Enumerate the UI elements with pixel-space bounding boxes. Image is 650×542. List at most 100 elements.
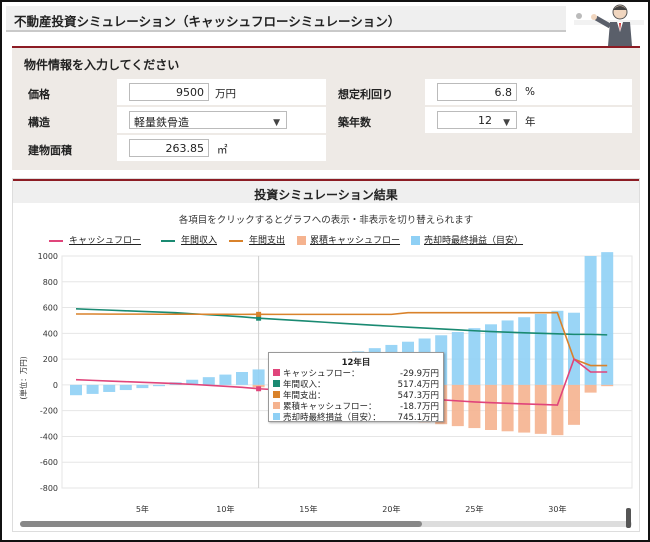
- legend-item-cumulative[interactable]: 累積キャッシュフロー: [297, 233, 400, 246]
- results-heading: 投資シミュレーション結果: [254, 188, 398, 202]
- yield-input[interactable]: 6.8: [437, 83, 517, 101]
- y-tick-label: -200: [40, 407, 58, 416]
- tooltip-row: 年間収入： 517.4万円: [273, 378, 439, 390]
- highlight-point: [256, 386, 262, 392]
- bar: [86, 384, 99, 394]
- bar: [136, 384, 149, 389]
- bar: [534, 314, 547, 385]
- chart-tooltip: 12年目 キャッシュフロー： -29.9万円 年間収入： 517.4万円 年間支出：…: [268, 352, 444, 423]
- x-tick-label: 15年: [299, 504, 317, 514]
- bar: [468, 328, 481, 385]
- y-tick-label: 1000: [38, 252, 58, 261]
- bar: [551, 310, 564, 385]
- x-tick-label: 5年: [136, 504, 149, 514]
- bar: [119, 384, 132, 391]
- series-line: [76, 311, 608, 367]
- property-heading: 物件情報を入力してください: [24, 58, 180, 72]
- x-tick-label: 30年: [548, 504, 566, 514]
- box-swatch-icon: [297, 236, 306, 245]
- price-unit: 万円: [215, 88, 236, 100]
- mascot-icon: [574, 4, 644, 46]
- structure-value: 軽量鉄骨造: [134, 116, 189, 129]
- bar: [518, 384, 531, 433]
- bar: [70, 384, 82, 396]
- tooltip-title: 12年目: [341, 358, 371, 368]
- y-tick-label: 0: [53, 381, 58, 390]
- structure-label: 構造: [28, 116, 50, 129]
- price-label: 価格: [28, 88, 50, 101]
- bar: [568, 384, 580, 425]
- page-title: 不動産投資シミュレーション（キャッシュフローシミュレーション）: [14, 14, 401, 29]
- highlight-point: [256, 315, 262, 321]
- chevron-down-icon: ▼: [273, 118, 280, 128]
- tooltip-row: 売却時最終損益（目安）： 745.1万円: [273, 411, 439, 423]
- y-tick-label: -800: [40, 484, 58, 493]
- bar: [451, 384, 464, 427]
- property-panel: 物件情報を入力してください 価格 9500 万円 想定利回り 6.8 % 構造 …: [12, 46, 640, 170]
- bar: [219, 374, 232, 385]
- title-bar: 不動産投資シミュレーション（キャッシュフローシミュレーション）: [6, 6, 566, 32]
- box-swatch-icon: [411, 236, 420, 245]
- bar: [236, 372, 248, 385]
- bar: [186, 379, 199, 385]
- price-input[interactable]: 9500: [129, 83, 209, 101]
- bar: [252, 369, 265, 385]
- bar: [485, 324, 497, 385]
- chart-horizontal-scrollbar[interactable]: [20, 521, 632, 527]
- scrollbar-thumb[interactable]: [20, 521, 422, 527]
- x-tick-label: 20年: [382, 504, 400, 514]
- y-tick-label: 800: [43, 278, 58, 287]
- bar: [468, 384, 481, 429]
- scroll-handle[interactable]: [626, 508, 631, 528]
- legend-item-income[interactable]: 年間収入: [161, 233, 217, 246]
- row-structure: 構造 軽量鉄骨造 ▼ 築年数 12 ▼ 年: [20, 107, 632, 133]
- y-tick-label: 200: [43, 355, 58, 364]
- tooltip-row: 年間支出： 547.3万円: [273, 389, 439, 401]
- area-input[interactable]: 263.85: [129, 139, 209, 157]
- bar: [153, 384, 165, 387]
- legend-note: 各項目をクリックするとグラフへの表示・非表示を切り替えられます: [178, 215, 474, 226]
- y-tick-label: 400: [43, 329, 58, 338]
- bar: [103, 384, 116, 392]
- age-label: 築年数: [338, 116, 371, 129]
- bar: [202, 377, 215, 385]
- age-value: 12: [478, 114, 492, 127]
- series-line: [75, 308, 608, 336]
- bar: [584, 256, 597, 385]
- bar: [601, 384, 614, 387]
- y-tick-label: -400: [40, 432, 58, 441]
- yield-label: 想定利回り: [338, 88, 393, 101]
- y-unit-label: (単位：万円): [18, 356, 28, 399]
- tooltip-row: キャッシュフロー： -29.9万円: [273, 367, 439, 379]
- y-tick-label: -600: [40, 458, 58, 467]
- x-tick-label: 25年: [465, 504, 483, 514]
- row-area: 建物面積 263.85 ㎡: [20, 135, 326, 161]
- age-unit: 年: [525, 116, 536, 128]
- line-swatch-icon: [229, 239, 243, 242]
- area-label: 建物面積: [28, 144, 72, 157]
- legend-item-cashflow[interactable]: キャッシュフロー: [49, 233, 141, 246]
- bar: [534, 384, 547, 434]
- area-unit: ㎡: [217, 144, 228, 156]
- tooltip-row: 累積キャッシュフロー： -18.7万円: [273, 400, 439, 412]
- line-swatch-icon: [161, 239, 175, 242]
- row-price: 価格 9500 万円 想定利回り 6.8 %: [20, 79, 632, 105]
- bar: [252, 384, 265, 388]
- y-tick-label: 600: [43, 304, 58, 313]
- yield-unit: %: [525, 86, 535, 98]
- structure-select[interactable]: 軽量鉄骨造 ▼: [129, 111, 287, 129]
- legend-item-sale[interactable]: 売却時最終損益（目安）: [411, 233, 523, 246]
- age-select[interactable]: 12 ▼: [437, 111, 517, 129]
- bar: [485, 384, 497, 430]
- highlight-point: [256, 311, 262, 317]
- bar: [584, 384, 597, 393]
- bar: [601, 252, 614, 385]
- bar: [518, 317, 531, 385]
- x-tick-label: 10年: [216, 504, 234, 514]
- bar: [501, 320, 514, 385]
- results-header: 投資シミュレーション結果: [13, 179, 639, 203]
- chevron-down-icon: ▼: [503, 118, 510, 128]
- line-swatch-icon: [49, 239, 63, 242]
- legend-item-expense[interactable]: 年間支出: [229, 233, 285, 246]
